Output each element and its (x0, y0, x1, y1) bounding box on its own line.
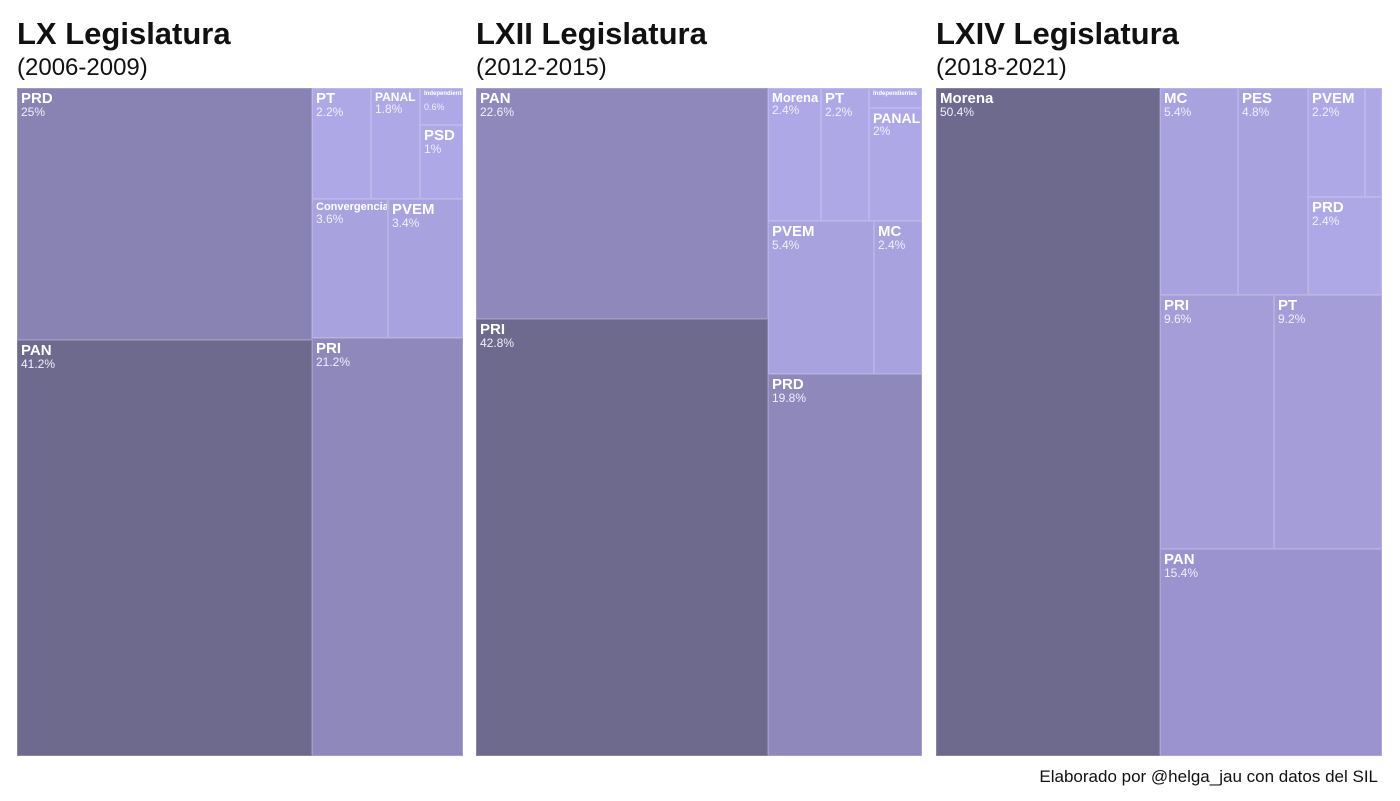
tile-label: MC (1164, 90, 1188, 107)
tile-label: PANAL (873, 110, 921, 126)
tile-label: PVEM (1312, 90, 1355, 107)
treemap-tile-pri: PRI 42.8% (476, 319, 768, 756)
tile-value: 21.2% (316, 355, 351, 369)
tile-label: PAN (1164, 551, 1195, 568)
treemap-tile-pt: PT 2.2% (821, 88, 869, 221)
treemap-tile-independientes: Independientes (869, 88, 922, 108)
tile-label: PT (825, 90, 845, 107)
tile-value: 3.6% (316, 212, 344, 226)
treemap-tile-psd: PSD 1% (420, 125, 463, 199)
treemap-lx: PAN 41.2% PRD 25% PRI 21.2% Convergencia 3.6% PV… (17, 88, 463, 756)
tile-label: PT (1278, 297, 1298, 314)
panel-title: LX Legislatura (17, 16, 231, 51)
treemap-tile-mc: MC 5.4% (1160, 88, 1238, 295)
tile-value: 0.6% (424, 102, 445, 112)
tile-value: 50.4% (940, 105, 975, 119)
tile-value: 2.2% (825, 105, 853, 119)
treemap-tile-pvem: PVEM 3.4% (388, 199, 463, 338)
tile-label: PT (316, 90, 336, 107)
tile-value: 2.4% (772, 103, 800, 117)
treemap-tile-pt: PT 9.2% (1274, 295, 1382, 549)
treemap-tile-independientes: Independientes 0.6% (420, 88, 463, 125)
tile-label: PRD (772, 376, 804, 393)
tile-value: 5.4% (1164, 105, 1192, 119)
tile-value: 2.4% (878, 238, 906, 252)
tile-label: Morena (772, 90, 819, 105)
tile-value: 4.8% (1242, 105, 1270, 119)
tile-value: 41.2% (21, 357, 56, 371)
panel-title: LXIV Legislatura (936, 16, 1179, 51)
tile-value: 2.2% (1312, 105, 1340, 119)
treemap-tile-morena: Morena 2.4% (768, 88, 821, 221)
treemap-lxii: PRI 42.8% PAN 22.6% PRD 19.8% PVEM 5.4% Morena 2.… (476, 88, 922, 756)
tile-label: PRI (316, 340, 342, 357)
credit-footer: Elaborado por @helga_jau con datos del S… (1039, 767, 1378, 786)
treemap-tile-pri: PRI 9.6% (1160, 295, 1274, 549)
treemap-tile-prd: PRD 19.8% (768, 374, 922, 756)
tile-label: PSD (424, 127, 455, 144)
tile-value: 1% (424, 142, 442, 156)
treemap-tile-prd: PRD 25% (17, 88, 312, 340)
tile-value: 22.6% (480, 105, 515, 119)
treemap-tile-pes: PES 4.8% (1238, 88, 1308, 295)
tile-value: 42.8% (480, 336, 515, 350)
treemap-tile-pan: PAN 22.6% (476, 88, 768, 319)
tile-value: 3.4% (392, 216, 420, 230)
treemap-tile-pt: PT 2.2% (312, 88, 371, 199)
tile-label: PRI (480, 321, 506, 338)
treemap-tile-pvem: PVEM 5.4% (768, 221, 874, 374)
treemap-tile-convergencia: Convergencia 3.6% (312, 199, 388, 338)
tile-label: PVEM (772, 223, 815, 240)
tile-label: PAN (21, 342, 52, 359)
tile-label: Independientes (424, 91, 462, 97)
tile-value: 2% (873, 124, 891, 138)
treemap-lxiv: Morena 50.4% PAN 15.4% PRI 9.6% PT 9.2% MC 5.4% PE… (936, 88, 1382, 756)
tile-value: 2.4% (1312, 214, 1340, 228)
tile-label: Independientes (873, 91, 918, 97)
tile-value: 25% (21, 105, 46, 119)
treemap-tile-pvem: PVEM 2.2% (1308, 88, 1365, 197)
tile-label: PRD (21, 90, 53, 107)
tile-label: Convergencia (316, 201, 388, 213)
treemap-tile-panal: PANAL 1.8% (371, 88, 420, 199)
treemap-tile-mc: MC 2.4% (874, 221, 922, 374)
tile-value: 2.2% (316, 105, 344, 119)
tile-label: PANAL (375, 90, 416, 104)
treemap-tile-prd: PRD 2.4% (1308, 197, 1382, 295)
treemap-tile-pan: PAN 41.2% (17, 340, 312, 756)
tile-label: Morena (940, 90, 994, 107)
panel-subtitle: (2018-2021) (936, 54, 1067, 81)
tile-value: 9.6% (1164, 312, 1192, 326)
panel-subtitle: (2006-2009) (17, 54, 148, 81)
tile-label: MC (878, 223, 902, 240)
tile-value: 1.8% (375, 102, 403, 116)
tile-value: 19.8% (772, 391, 807, 405)
treemap-tile-panal: PANAL 2% (869, 108, 922, 221)
tile-label: PAN (480, 90, 511, 107)
tile-label: PES (1242, 90, 1273, 107)
panel-title: LXII Legislatura (476, 16, 707, 51)
treemap-tile (1365, 88, 1382, 197)
tile-value: 15.4% (1164, 566, 1199, 580)
treemap-tile-morena: Morena 50.4% (936, 88, 1160, 756)
treemap-tile-pan: PAN 15.4% (1160, 549, 1382, 756)
treemap-tile-pri: PRI 21.2% (312, 338, 463, 756)
tile-label: PRI (1164, 297, 1190, 314)
tile-label: PVEM (392, 201, 435, 218)
tile-label: PRD (1312, 199, 1344, 216)
tile-value: 9.2% (1278, 312, 1306, 326)
panel-subtitle: (2012-2015) (476, 54, 607, 81)
tile-value: 5.4% (772, 238, 800, 252)
